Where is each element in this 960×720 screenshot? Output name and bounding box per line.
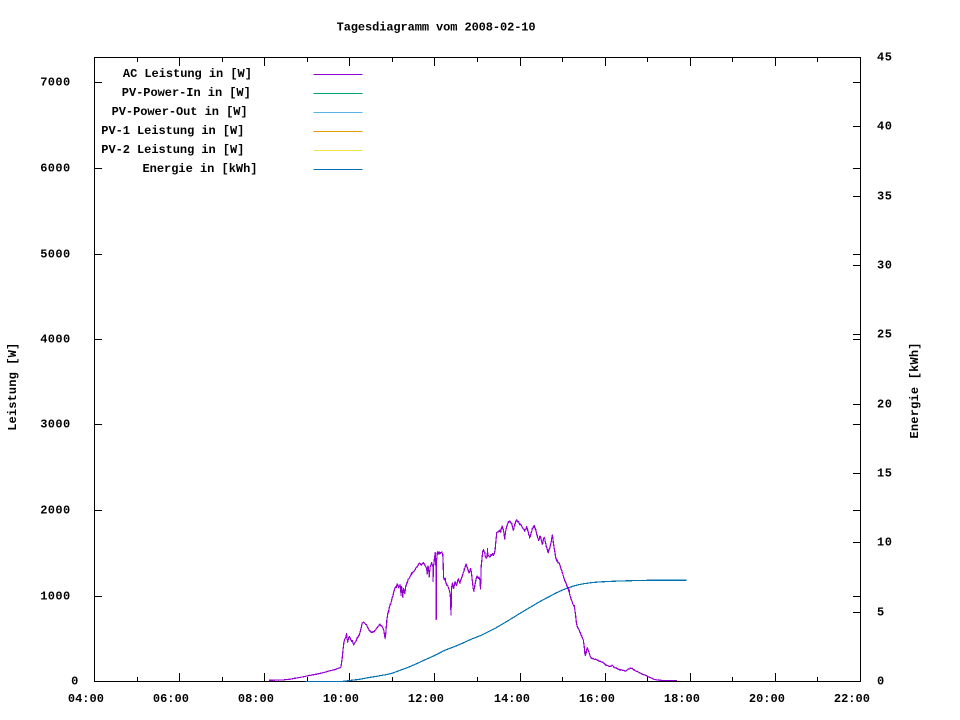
svg-text:25: 25 [877,327,892,341]
svg-text:10:00: 10:00 [323,692,359,706]
svg-text:20:00: 20:00 [749,692,785,706]
svg-text:3000: 3000 [40,417,70,431]
svg-text:5: 5 [877,605,884,619]
svg-text:6000: 6000 [40,161,70,175]
svg-text:7000: 7000 [40,75,70,89]
svg-text:0: 0 [877,674,884,688]
svg-text:10: 10 [877,535,892,549]
svg-text:30: 30 [877,258,892,272]
svg-text:08:00: 08:00 [238,692,274,706]
svg-text:PV-Power-Out in [W]: PV-Power-Out in [W] [112,105,248,119]
svg-text:4000: 4000 [40,332,70,346]
svg-text:16:00: 16:00 [579,692,615,706]
svg-text:Energie in [kWh]: Energie in [kWh] [143,162,258,176]
svg-text:15: 15 [877,466,892,480]
svg-text:2000: 2000 [40,503,70,517]
svg-text:40: 40 [877,119,892,133]
svg-text:35: 35 [877,189,892,203]
svg-text:AC Leistung in [W]: AC Leistung in [W] [123,67,252,81]
svg-text:Leistung [W]: Leistung [W] [6,343,20,431]
svg-text:14:00: 14:00 [494,692,530,706]
svg-text:PV-Power-In in [W]: PV-Power-In in [W] [122,86,251,100]
svg-text:5000: 5000 [40,247,70,261]
svg-text:22:00: 22:00 [834,692,870,706]
svg-text:04:00: 04:00 [68,692,104,706]
svg-text:12:00: 12:00 [408,692,444,706]
svg-text:0: 0 [71,674,78,688]
svg-text:Tagesdiagramm vom 2008-02-10: Tagesdiagramm vom 2008-02-10 [337,21,536,35]
svg-text:Energie [kWh]: Energie [kWh] [908,343,922,439]
svg-text:45: 45 [877,50,892,64]
svg-text:PV-2 Leistung in [W]: PV-2 Leistung in [W] [101,143,244,157]
svg-text:18:00: 18:00 [664,692,700,706]
svg-text:1000: 1000 [40,589,70,603]
svg-text:PV-1 Leistung in [W]: PV-1 Leistung in [W] [101,124,244,138]
svg-text:06:00: 06:00 [153,692,189,706]
svg-text:20: 20 [877,397,892,411]
